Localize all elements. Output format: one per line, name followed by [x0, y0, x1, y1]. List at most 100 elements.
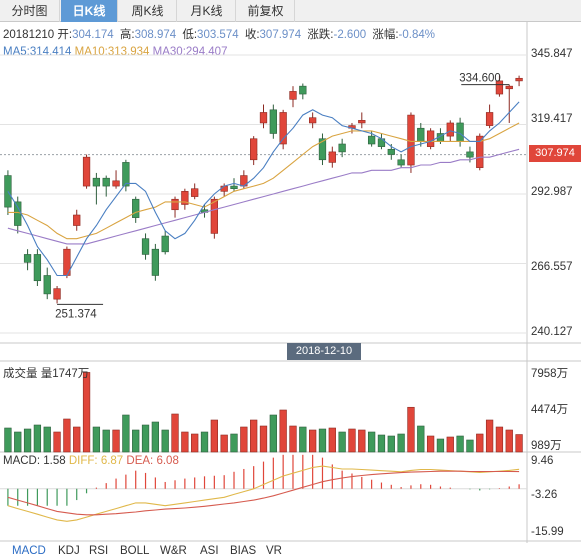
candle-body: [426, 130, 435, 147]
dea-value: 6.08: [156, 455, 179, 467]
pct-value: -0.84%: [398, 29, 435, 41]
candle-body: [259, 112, 268, 124]
volume-axis-tick: 4474万: [531, 404, 569, 416]
tab-weekly-k[interactable]: 周K线: [119, 0, 177, 22]
volume-bar: [259, 425, 268, 453]
tab-wr[interactable]: W&R: [160, 545, 187, 557]
candle-body: [466, 151, 474, 158]
indicator-tab-bar: MACD KDJ RSI BOLL W&R ASI BIAS VR: [0, 543, 528, 559]
volume-bar: [23, 428, 32, 453]
change-value: -2.600: [333, 29, 367, 41]
volume-bar: [43, 426, 51, 453]
price-axis-tick: 240.127: [531, 326, 573, 338]
ohlc-info-line: 20181210 开:304.174 高:308.974 低:303.574 收…: [3, 26, 438, 41]
candle-body: [446, 122, 454, 137]
volume-bar: [53, 431, 61, 453]
candle-body: [132, 198, 140, 218]
volume-axis-tick: 7958万: [531, 368, 569, 380]
low-value: 303.574: [197, 29, 239, 41]
candle-body: [102, 177, 110, 187]
candle-body: [33, 254, 42, 282]
tab-boll[interactable]: BOLL: [120, 545, 150, 557]
volume-bar: [417, 425, 425, 453]
candle-body: [181, 191, 189, 205]
price-axis-tick: 319.417: [531, 113, 573, 125]
candle-body: [161, 235, 169, 253]
close-value: 307.974: [259, 29, 302, 41]
pct-label: 涨幅:: [372, 29, 399, 41]
candle-body: [191, 188, 199, 197]
tab-kdj[interactable]: KDJ: [58, 545, 80, 557]
volume-bar: [220, 434, 228, 453]
candle-body: [407, 114, 415, 166]
volume-bar: [456, 435, 464, 453]
candle-body: [23, 254, 32, 263]
volume-bar: [328, 427, 336, 453]
volume-bar: [377, 434, 386, 453]
candle-body: [476, 135, 484, 168]
tab-forward-adjust[interactable]: 前复权: [237, 0, 295, 22]
candle-body: [279, 112, 287, 145]
open-value: 304.174: [72, 29, 114, 41]
macd-label: MACD:: [3, 455, 41, 467]
volume-bar: [446, 436, 454, 453]
candle-body: [495, 80, 504, 95]
volume-axis-tick: 989万: [531, 440, 562, 452]
volume-bar: [485, 419, 494, 453]
volume-bar: [505, 429, 513, 453]
price-axis-tick: 292.987: [531, 186, 573, 198]
volume-bar: [151, 421, 160, 453]
volume-bar: [181, 431, 189, 453]
candle-body: [397, 159, 405, 166]
candle-body: [358, 120, 366, 124]
volume-bar: [318, 428, 327, 453]
volume-bar: [426, 435, 435, 453]
candle-body: [112, 180, 120, 187]
candle-body: [338, 143, 346, 153]
candle-body: [82, 156, 91, 187]
volume-bar: [279, 409, 287, 453]
ma10-line: [7, 122, 520, 240]
volume-bar: [515, 434, 523, 453]
candle-body: [328, 151, 336, 163]
tab-intraday[interactable]: 分时图: [0, 0, 60, 22]
tab-monthly-k[interactable]: 月K线: [178, 0, 236, 22]
tab-rsi[interactable]: RSI: [89, 545, 109, 557]
dea-line: [7, 470, 520, 516]
candle-body: [485, 112, 494, 126]
close-label: 收:: [244, 29, 260, 41]
tab-macd[interactable]: MACD: [12, 545, 46, 557]
volume-value-label: 量: [40, 368, 53, 380]
volume-bar: [269, 414, 277, 453]
low-label: 低:: [182, 29, 198, 41]
dea-label: DEA:: [126, 455, 154, 467]
candle-body: [387, 148, 395, 155]
volume-bar: [495, 426, 504, 453]
tab-asi[interactable]: ASI: [200, 545, 219, 557]
open-label: 开:: [57, 29, 73, 41]
high-label: 高:: [119, 29, 135, 41]
candle-body: [43, 275, 51, 295]
volume-bar: [289, 425, 297, 453]
crosshair-date-tag: 2018-12-10: [287, 343, 361, 360]
volume-title: 成交量 量1747万: [3, 365, 89, 381]
candle-body: [367, 135, 376, 145]
volume-bar: [476, 433, 484, 453]
period-tab-bar: 分时图 日K线 周K线 月K线 前复权: [0, 0, 581, 22]
tab-bias[interactable]: BIAS: [230, 545, 257, 557]
volume-value: 1747万: [52, 368, 90, 380]
macd-value: 1.58: [43, 455, 66, 467]
high-annotation-label: 334.600: [459, 73, 501, 85]
tab-daily-k[interactable]: 日K线: [61, 0, 118, 22]
volume-bar: [102, 429, 110, 453]
volume-bar: [299, 426, 307, 453]
candle-body: [289, 91, 297, 100]
candle-body: [309, 117, 317, 124]
volume-bar: [33, 424, 42, 453]
tab-vr[interactable]: VR: [266, 545, 282, 557]
volume-bar: [358, 429, 366, 453]
candle-body: [210, 198, 218, 234]
candle-body: [299, 85, 307, 95]
candle-body: [318, 138, 327, 161]
